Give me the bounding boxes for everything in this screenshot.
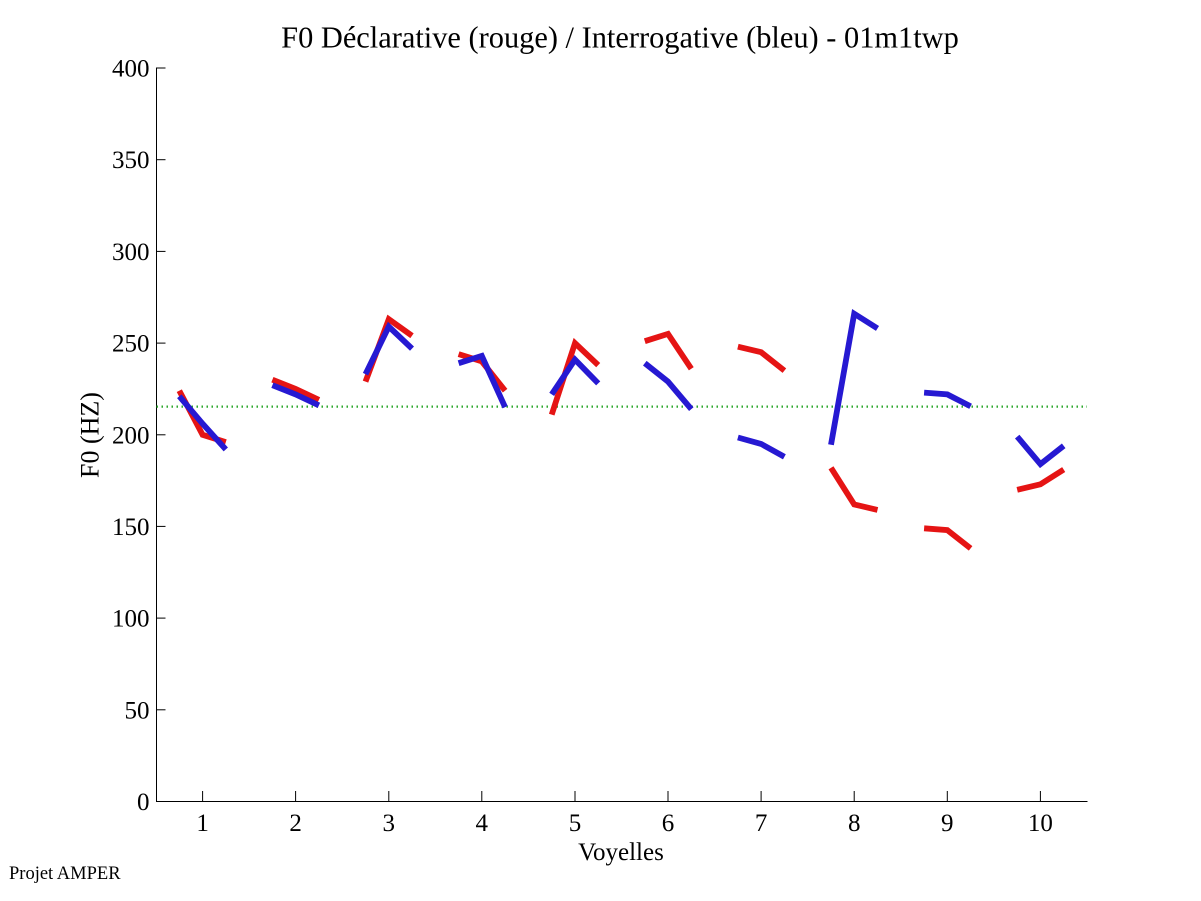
svg-text:9: 9 [941,810,954,837]
svg-text:350: 350 [112,147,150,174]
svg-text:3: 3 [383,810,396,837]
svg-text:300: 300 [112,239,150,266]
svg-text:400: 400 [112,56,150,83]
svg-text:2: 2 [289,810,302,837]
svg-text:5: 5 [569,810,582,837]
svg-text:10: 10 [1028,810,1053,837]
svg-text:4: 4 [476,810,489,837]
svg-text:0: 0 [137,789,150,816]
svg-text:250: 250 [112,331,150,358]
svg-text:1: 1 [196,810,209,837]
svg-text:F0 (HZ): F0 (HZ) [76,392,105,478]
svg-text:Voyelles: Voyelles [578,839,664,866]
svg-text:50: 50 [125,697,150,724]
svg-text:150: 150 [112,514,150,541]
svg-text:F0 Déclarative (rouge) / Inter: F0 Déclarative (rouge) / Interrogative (… [281,21,959,55]
svg-text:200: 200 [112,422,150,449]
svg-text:8: 8 [848,810,861,837]
svg-text:Projet AMPER: Projet AMPER [9,864,121,884]
svg-text:100: 100 [112,606,150,633]
svg-text:7: 7 [755,810,768,837]
svg-text:6: 6 [662,810,675,837]
